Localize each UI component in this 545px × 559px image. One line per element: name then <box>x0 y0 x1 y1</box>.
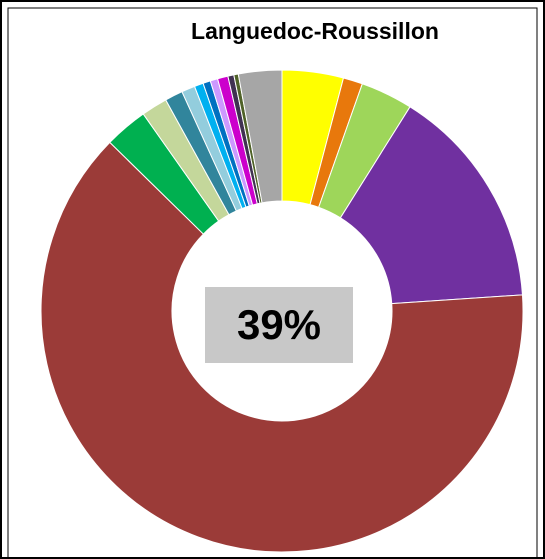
inner-frame <box>7 7 538 559</box>
chart-title: Languedoc-Roussillon <box>191 18 439 44</box>
donut <box>40 69 524 553</box>
center-box <box>205 287 353 363</box>
center-label: 39% <box>237 301 321 348</box>
slice <box>40 141 524 553</box>
slice <box>339 106 523 305</box>
slice <box>237 69 283 204</box>
